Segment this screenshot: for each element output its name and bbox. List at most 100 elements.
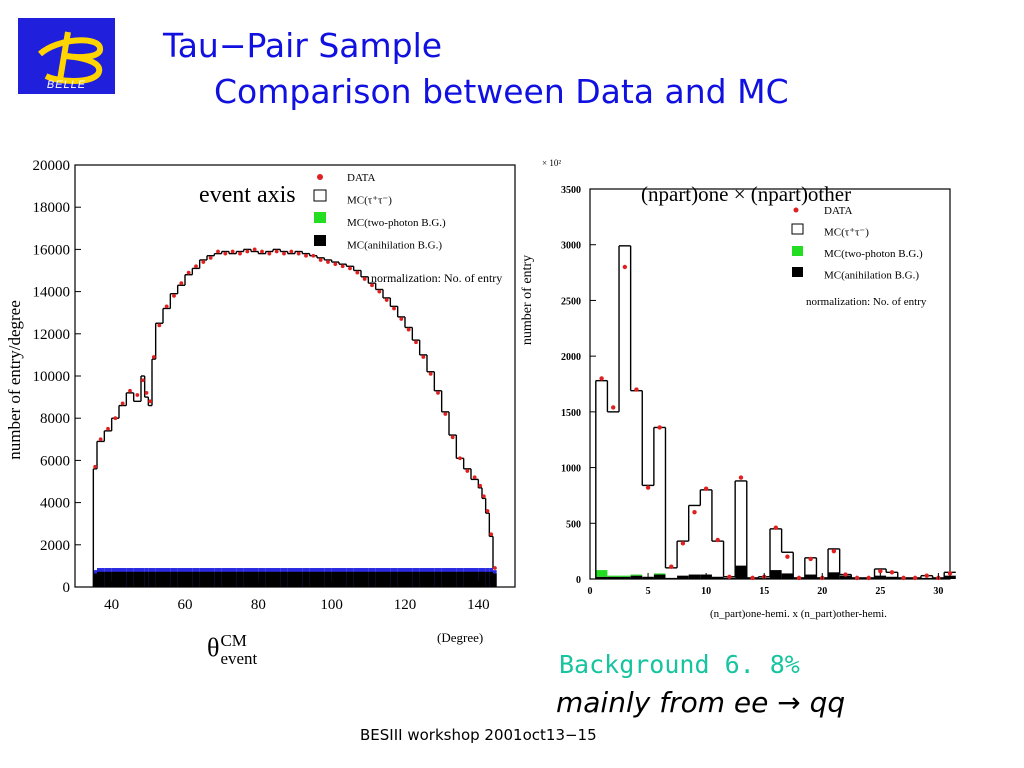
anihilation-bg-bar	[653, 574, 666, 579]
data-point	[399, 317, 404, 321]
normalization-note: normalization: No. of entry	[371, 271, 502, 285]
data-point	[311, 253, 316, 258]
two-photon-bg-bar	[607, 575, 620, 577]
legend-two-photon-marker	[792, 246, 803, 256]
legend-anihilation-marker	[792, 267, 803, 277]
data-point	[622, 264, 628, 270]
data-point	[669, 564, 674, 569]
data-point	[831, 548, 837, 554]
anihilation-bg-bar	[770, 570, 782, 579]
anihilation-bg-bar	[688, 574, 701, 579]
theta-xlabel: θ CM event	[207, 632, 257, 668]
left-ytick-label: 16000	[33, 242, 71, 258]
data-point	[773, 525, 779, 530]
annihilation-bg-bar	[434, 571, 442, 587]
data-point	[465, 469, 470, 473]
anihilation-bg-bar	[607, 576, 620, 579]
left-ytick-label: 10000	[33, 369, 71, 385]
annihilation-bg-bar	[133, 571, 141, 587]
data-point	[333, 262, 338, 267]
anihilation-bg-bar	[828, 572, 840, 579]
slide-title-line1: Tau−Pair Sample	[163, 26, 443, 65]
data-point	[106, 426, 110, 431]
data-point	[216, 249, 220, 254]
legend-label: MC(anihilation B.G.)	[347, 240, 442, 252]
annihilation-bg-bar	[331, 571, 339, 587]
data-point	[348, 266, 352, 271]
event-axis-label: event axis	[199, 182, 296, 208]
data-point	[93, 464, 98, 469]
data-point	[151, 355, 156, 359]
data-point	[436, 390, 440, 395]
data-point	[645, 485, 651, 490]
annihilation-bg-bar	[265, 571, 273, 587]
anihilation-bg-bar	[595, 576, 608, 579]
data-point	[611, 405, 616, 410]
left-histogram-panel: 0 2000 4000 6000 8000 10000 12000 14000 16000 180…	[0, 150, 520, 630]
data-point	[843, 572, 848, 577]
annihilation-bg-bar	[236, 571, 244, 587]
data-point	[245, 249, 250, 254]
annihilation-bg-bar	[199, 571, 207, 587]
data-point	[304, 253, 308, 258]
theta-sup: CM	[220, 631, 247, 650]
data-point	[274, 249, 279, 254]
left-ytick-label: 4000	[40, 496, 70, 512]
legend-data-marker	[793, 207, 799, 213]
annihilation-bg-bar	[489, 571, 493, 587]
annihilation-bg-bar	[317, 571, 325, 587]
theta-sub: event	[220, 649, 258, 668]
data-point	[414, 340, 418, 345]
data-point	[785, 554, 790, 559]
data-point	[492, 566, 497, 570]
data-point	[148, 399, 153, 404]
right-ylabel: number of entry	[520, 255, 535, 345]
annihilation-bg-bar	[152, 571, 156, 587]
two-photon-bg-bar	[653, 573, 666, 575]
annihilation-bg-bar	[485, 571, 490, 587]
legend-data-marker	[317, 174, 323, 180]
data-point	[194, 264, 198, 269]
normalization-note: normalization: No. of entry	[806, 296, 927, 308]
left-ytick-label: 0	[63, 580, 71, 596]
anihilation-bg-bar	[711, 576, 724, 579]
legend-mc-tau-marker	[791, 223, 804, 235]
data-point	[854, 575, 860, 581]
annihilation-bg-bar	[478, 571, 482, 587]
left-ytick-label: 14000	[33, 285, 71, 301]
right-xlabel: (n_part)one-hemi. x (n_part)other-hemi.	[710, 608, 887, 620]
data-point	[485, 509, 490, 513]
data-point	[113, 416, 118, 421]
data-point	[889, 570, 895, 575]
right-xtick-label: 20	[817, 586, 827, 597]
legend-label: MC(two-photon B.G.)	[347, 217, 446, 229]
data-point	[230, 249, 235, 254]
data-point	[924, 573, 929, 578]
annihilation-bg-bar	[302, 571, 310, 587]
annihilation-bg-bar	[375, 571, 383, 587]
annihilation-bg-bar	[144, 571, 149, 587]
data-point	[252, 247, 257, 252]
annihilation-bg-bar	[353, 571, 361, 587]
annihilation-bg-bar	[368, 571, 376, 587]
data-point	[98, 437, 103, 442]
annihilation-bg-bar	[229, 571, 237, 587]
data-point	[120, 401, 125, 406]
data-point	[201, 260, 206, 264]
data-point	[599, 376, 604, 381]
two-photon-bg-bar	[595, 570, 608, 577]
data-point	[179, 281, 184, 286]
data-point	[481, 494, 486, 499]
annihilation-bg-bar	[419, 571, 427, 587]
logo-text: BELLE	[46, 79, 87, 91]
data-point	[443, 412, 448, 416]
left-xtick-label: 140	[467, 597, 490, 613]
data-point	[406, 327, 411, 332]
data-point	[878, 569, 883, 574]
data-point	[355, 270, 360, 275]
data-point	[208, 255, 213, 260]
legend-two-photon-marker	[314, 212, 326, 223]
data-point	[384, 298, 389, 302]
right-ytick-label: 0	[576, 575, 581, 586]
data-point	[144, 390, 149, 395]
